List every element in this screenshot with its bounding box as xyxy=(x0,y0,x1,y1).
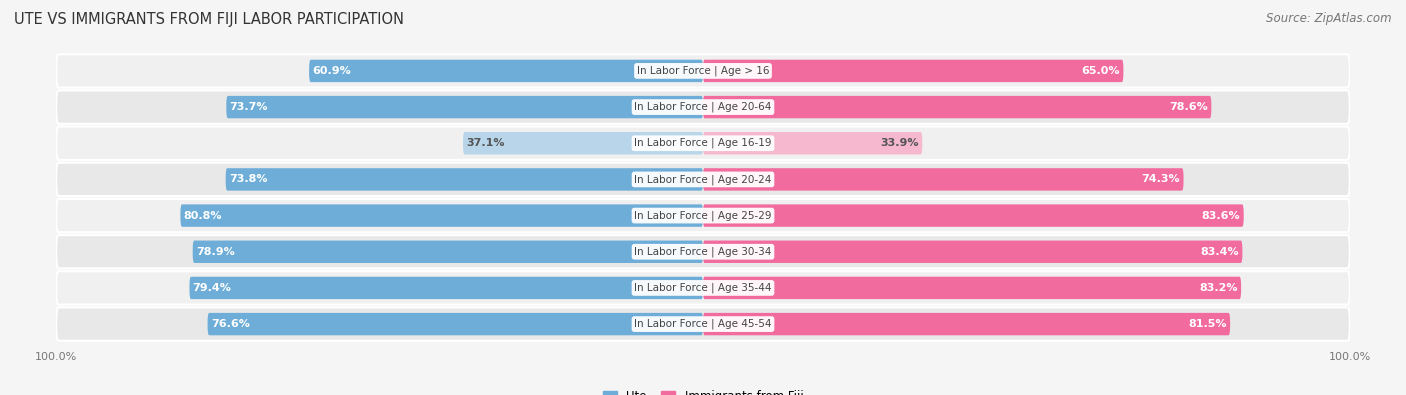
Text: Source: ZipAtlas.com: Source: ZipAtlas.com xyxy=(1267,12,1392,25)
FancyBboxPatch shape xyxy=(208,313,703,335)
Text: UTE VS IMMIGRANTS FROM FIJI LABOR PARTICIPATION: UTE VS IMMIGRANTS FROM FIJI LABOR PARTIC… xyxy=(14,12,404,27)
Text: 79.4%: 79.4% xyxy=(193,283,232,293)
Text: 83.2%: 83.2% xyxy=(1199,283,1237,293)
FancyBboxPatch shape xyxy=(703,204,1244,227)
Text: In Labor Force | Age > 16: In Labor Force | Age > 16 xyxy=(637,66,769,76)
Text: In Labor Force | Age 30-34: In Labor Force | Age 30-34 xyxy=(634,246,772,257)
FancyBboxPatch shape xyxy=(309,60,703,82)
Text: 78.9%: 78.9% xyxy=(195,247,235,257)
Text: 73.8%: 73.8% xyxy=(229,175,267,184)
FancyBboxPatch shape xyxy=(703,313,1230,335)
FancyBboxPatch shape xyxy=(56,127,1350,160)
FancyBboxPatch shape xyxy=(703,132,922,154)
Text: In Labor Force | Age 35-44: In Labor Force | Age 35-44 xyxy=(634,283,772,293)
Text: 37.1%: 37.1% xyxy=(467,138,505,148)
Text: 83.4%: 83.4% xyxy=(1201,247,1239,257)
FancyBboxPatch shape xyxy=(703,168,1184,191)
FancyBboxPatch shape xyxy=(190,277,703,299)
FancyBboxPatch shape xyxy=(226,168,703,191)
Text: 76.6%: 76.6% xyxy=(211,319,250,329)
Text: In Labor Force | Age 45-54: In Labor Force | Age 45-54 xyxy=(634,319,772,329)
FancyBboxPatch shape xyxy=(703,277,1241,299)
FancyBboxPatch shape xyxy=(56,199,1350,232)
FancyBboxPatch shape xyxy=(703,96,1212,118)
FancyBboxPatch shape xyxy=(56,54,1350,88)
Text: In Labor Force | Age 20-64: In Labor Force | Age 20-64 xyxy=(634,102,772,112)
Text: 78.6%: 78.6% xyxy=(1170,102,1208,112)
FancyBboxPatch shape xyxy=(56,90,1350,124)
Text: 74.3%: 74.3% xyxy=(1142,175,1180,184)
FancyBboxPatch shape xyxy=(703,60,1123,82)
Text: 73.7%: 73.7% xyxy=(229,102,269,112)
Text: 65.0%: 65.0% xyxy=(1081,66,1121,76)
Text: 81.5%: 81.5% xyxy=(1188,319,1227,329)
Text: In Labor Force | Age 20-24: In Labor Force | Age 20-24 xyxy=(634,174,772,185)
FancyBboxPatch shape xyxy=(226,96,703,118)
FancyBboxPatch shape xyxy=(180,204,703,227)
Legend: Ute, Immigrants from Fiji: Ute, Immigrants from Fiji xyxy=(598,385,808,395)
FancyBboxPatch shape xyxy=(703,241,1243,263)
FancyBboxPatch shape xyxy=(193,241,703,263)
Text: In Labor Force | Age 25-29: In Labor Force | Age 25-29 xyxy=(634,210,772,221)
Text: 60.9%: 60.9% xyxy=(312,66,352,76)
Text: 33.9%: 33.9% xyxy=(880,138,920,148)
FancyBboxPatch shape xyxy=(56,307,1350,341)
Text: 83.6%: 83.6% xyxy=(1202,211,1240,220)
FancyBboxPatch shape xyxy=(56,163,1350,196)
Text: 80.8%: 80.8% xyxy=(184,211,222,220)
Text: In Labor Force | Age 16-19: In Labor Force | Age 16-19 xyxy=(634,138,772,149)
FancyBboxPatch shape xyxy=(463,132,703,154)
FancyBboxPatch shape xyxy=(56,271,1350,305)
FancyBboxPatch shape xyxy=(56,235,1350,268)
